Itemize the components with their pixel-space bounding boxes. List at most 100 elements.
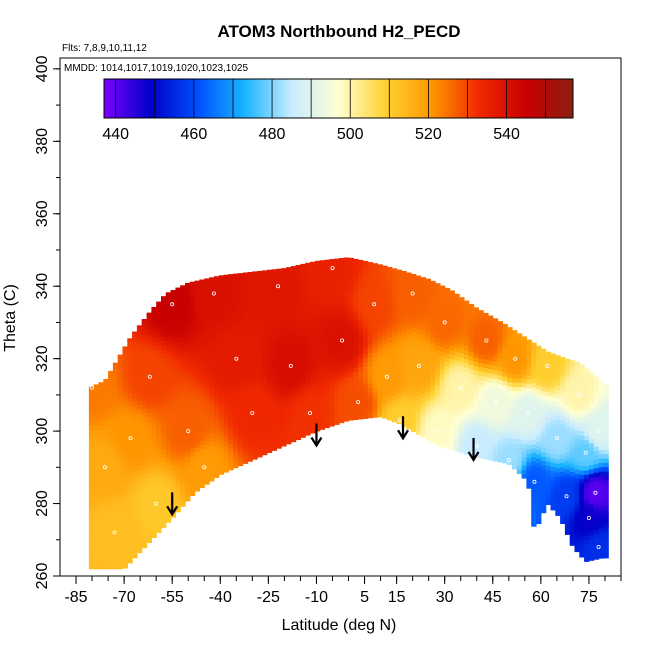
heat-cell	[127, 423, 133, 429]
heat-cell	[492, 447, 499, 453]
heat-cell	[185, 374, 191, 380]
heat-cell	[348, 328, 354, 334]
heat-cell	[218, 352, 225, 358]
heat-cell	[492, 369, 499, 375]
heat-cell	[141, 495, 148, 501]
heat-cell	[122, 537, 128, 543]
heat-cell	[122, 481, 128, 486]
heat-cell	[444, 330, 451, 336]
heat-cell	[175, 437, 181, 443]
heat-cell	[242, 380, 249, 386]
heat-cell	[588, 425, 595, 431]
heat-cell	[545, 395, 552, 401]
heat-cell	[127, 519, 133, 525]
heat-cell	[233, 402, 239, 408]
heat-cell	[132, 410, 138, 415]
heat-cell	[473, 335, 479, 341]
heat-cell	[492, 395, 499, 401]
heat-cell	[435, 314, 441, 320]
heat-cell	[492, 339, 499, 345]
heat-cell	[401, 295, 407, 301]
heat-cell	[223, 302, 229, 308]
heat-cell	[334, 398, 340, 404]
heat-cell	[276, 339, 282, 345]
observation-point	[484, 338, 489, 343]
heat-cell	[338, 292, 345, 298]
heat-cell	[411, 375, 417, 380]
heat-cell	[536, 467, 542, 472]
heat-cell	[276, 322, 282, 327]
heat-cell	[329, 369, 335, 375]
heat-cell	[117, 468, 124, 474]
heat-cell	[377, 264, 383, 270]
heat-cell	[156, 462, 162, 468]
heat-cell	[281, 280, 287, 286]
heat-cell	[569, 506, 576, 511]
heat-cell	[473, 409, 479, 414]
heat-cell	[295, 274, 301, 280]
heat-cell	[117, 547, 124, 552]
heat-cell	[305, 309, 311, 314]
heat-cell	[276, 352, 282, 358]
heat-cell	[281, 428, 287, 434]
heat-cell	[324, 336, 330, 342]
heat-cell	[88, 499, 95, 505]
heat-cell	[396, 354, 402, 359]
heat-cell	[334, 289, 340, 295]
heat-cell	[468, 304, 475, 309]
heat-cell	[353, 376, 359, 381]
heat-cell	[425, 278, 431, 284]
heat-cell	[425, 283, 431, 289]
x-axis: -85 -70 -55 -40 -25 -10 5 15 30 45 60 75	[64, 576, 622, 606]
heat-cell	[564, 460, 571, 466]
heat-cell	[396, 367, 402, 372]
heat-cell	[425, 305, 431, 310]
heat-cell	[257, 330, 263, 336]
heat-cell	[151, 481, 157, 486]
heat-cell	[271, 328, 277, 334]
heat-cell	[569, 440, 576, 446]
heat-cell	[343, 325, 350, 331]
heat-cell	[310, 367, 316, 373]
heat-cell	[324, 349, 330, 355]
heat-cell	[93, 386, 100, 392]
heat-cell	[314, 356, 321, 362]
heat-cell	[290, 389, 297, 395]
heat-cell	[262, 363, 268, 369]
heat-cell	[295, 291, 301, 297]
heat-cell	[218, 322, 225, 327]
heat-cell	[170, 317, 176, 323]
heat-cell	[262, 298, 268, 304]
heat-cell	[454, 446, 460, 452]
heat-cell	[468, 342, 475, 348]
heat-cell	[305, 348, 311, 354]
heat-cell	[218, 313, 225, 319]
heat-cell	[112, 512, 119, 518]
heat-cell	[382, 326, 388, 332]
heat-cell	[161, 344, 167, 350]
heat-cell	[435, 414, 441, 420]
heat-cell	[156, 397, 162, 403]
heat-cell	[425, 365, 431, 371]
heat-cell	[295, 317, 301, 323]
heat-cell	[161, 297, 167, 302]
heat-cell	[300, 319, 306, 325]
heat-cell	[463, 319, 470, 325]
heat-cell	[497, 396, 503, 402]
heat-cell	[430, 312, 436, 317]
heat-cell	[146, 464, 152, 470]
heat-cell	[449, 423, 455, 429]
heat-cell	[593, 394, 600, 399]
heat-cell	[463, 445, 470, 451]
heat-cell	[314, 361, 321, 367]
heat-cell	[531, 413, 537, 419]
heat-cell	[290, 415, 297, 421]
x-tick-label: -10	[305, 589, 328, 606]
heat-cell	[262, 424, 268, 430]
heat-cell	[161, 518, 167, 524]
heat-cell	[108, 486, 114, 492]
heat-cell	[136, 539, 143, 545]
heat-cell	[98, 421, 104, 426]
heat-cell	[257, 270, 263, 275]
heat-cell	[545, 491, 552, 497]
